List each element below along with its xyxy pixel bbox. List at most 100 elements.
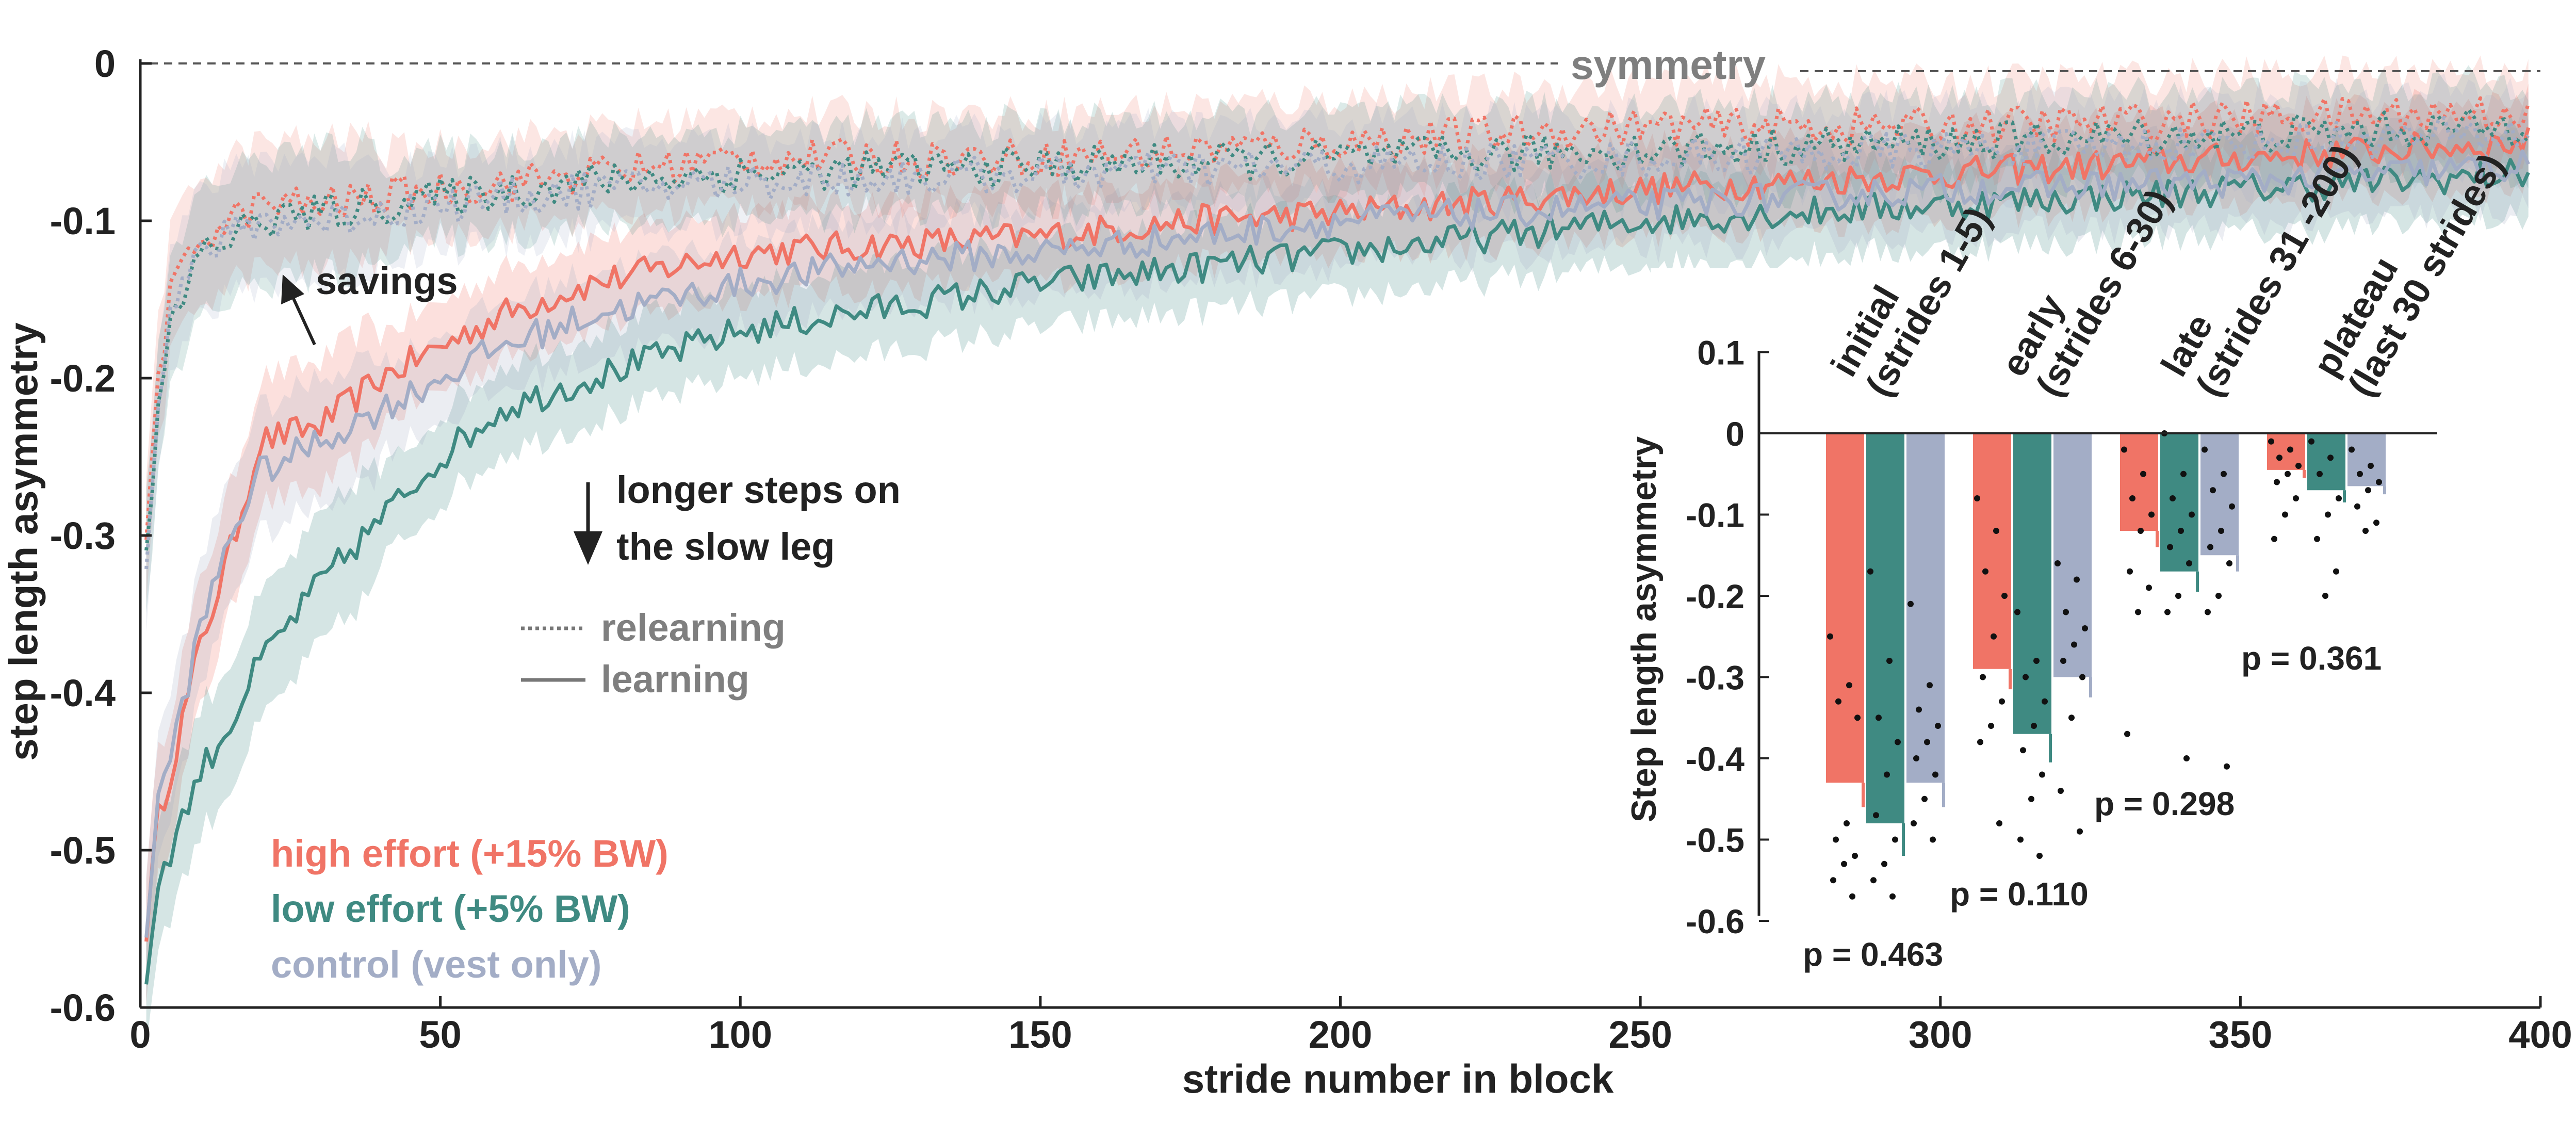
inset-subject-point bbox=[1974, 495, 1980, 501]
inset-subject-point bbox=[2354, 503, 2360, 510]
inset-subject-point bbox=[2376, 479, 2382, 485]
inset-subject-point bbox=[2271, 535, 2277, 542]
band-low-effort-5-bw-relearning bbox=[146, 65, 2529, 613]
inset-subject-point bbox=[1996, 820, 2002, 826]
main-x-tick-label: 50 bbox=[419, 1013, 461, 1056]
inset-subject-point bbox=[1999, 698, 2005, 705]
style-legend: relearning learning bbox=[521, 606, 786, 701]
inset-subject-point bbox=[2124, 730, 2130, 737]
band-high-effort-15-bw-relearning bbox=[146, 55, 2529, 603]
inset-subject-point bbox=[1913, 755, 1919, 761]
main-x-tick-label: 400 bbox=[2508, 1013, 2572, 1056]
inset-subject-point bbox=[1835, 698, 1841, 705]
inset-bar-low-effort-5-bw-2 bbox=[2160, 433, 2198, 572]
inset-subject-point bbox=[2287, 446, 2293, 453]
inset-subject-point bbox=[2146, 584, 2152, 591]
inset-subject-point bbox=[1827, 633, 1833, 640]
inset-bar-low-effort-5-bw-0 bbox=[1866, 433, 1904, 823]
inset-subject-point bbox=[1886, 658, 1893, 664]
inset-subject-point bbox=[2058, 788, 2064, 794]
inset-subject-point bbox=[2077, 828, 2083, 835]
inset-subject-point bbox=[2357, 470, 2363, 477]
inset-subject-point bbox=[2020, 747, 2026, 754]
inset-subject-point bbox=[1846, 682, 1852, 689]
inset-subject-point bbox=[2327, 454, 2334, 461]
inset-subject-point bbox=[2218, 528, 2224, 534]
band-low-effort-5-bw-learning bbox=[146, 116, 2529, 1048]
inset-subject-point bbox=[2055, 560, 2061, 566]
inset-subject-point bbox=[1867, 568, 1873, 575]
main-x-tick-label: 200 bbox=[1309, 1013, 1372, 1056]
inset-subject-point bbox=[1884, 771, 1890, 778]
inset-y-tick-label: -0.3 bbox=[1686, 659, 1744, 697]
main-y-tick-label: -0.1 bbox=[50, 200, 116, 242]
main-chart: 0 50 100 150 200 250 300 350 400 0 -0.1 -0.2 -0.3 -0… bbox=[1, 42, 2572, 1101]
inset-subject-point bbox=[2079, 674, 2085, 680]
inset-subject-point bbox=[2373, 519, 2379, 526]
inset-y-tick-label: -0.6 bbox=[1686, 902, 1744, 940]
savings-label: savings bbox=[316, 259, 458, 302]
inset-subject-point bbox=[2314, 535, 2320, 542]
inset-subject-point bbox=[1930, 836, 1936, 843]
longer-steps-line2: the slow leg bbox=[616, 525, 835, 568]
main-x-axis-label: stride number in block bbox=[1182, 1056, 1614, 1101]
main-y-tick-label: -0.3 bbox=[50, 514, 116, 557]
inset-subject-point bbox=[2178, 528, 2184, 534]
inset-subject-point bbox=[2129, 495, 2135, 501]
inset-subject-point bbox=[1982, 568, 1988, 575]
main-y-tick-label: -0.5 bbox=[50, 829, 116, 872]
inset-subject-point bbox=[1927, 682, 1933, 689]
inset-subject-point bbox=[2180, 470, 2187, 477]
line-control-vest-only-learning bbox=[144, 149, 2530, 938]
inset-subject-point bbox=[1935, 723, 1941, 729]
inset-bar-high-effort-15-bw-0 bbox=[1826, 433, 1864, 783]
line-low-effort-5-bw-learning bbox=[144, 158, 2530, 985]
pvalue-early: p = 0.110 bbox=[1950, 875, 2089, 913]
pvalue-late: p = 0.298 bbox=[2094, 785, 2235, 822]
inset-y-tick-label: 0 bbox=[1725, 415, 1744, 453]
pvalue-initial: p = 0.463 bbox=[1803, 936, 1943, 973]
legend-low-effort: low effort (+5% BW) bbox=[271, 887, 630, 930]
inset-subject-point bbox=[2362, 528, 2369, 534]
inset-subject-point bbox=[2336, 495, 2342, 501]
inset-subject-point bbox=[2325, 511, 2331, 518]
inset-bar-control-vest-only-0 bbox=[1906, 433, 1945, 783]
inset-subject-point bbox=[2293, 495, 2299, 501]
longer-steps-line1: longer steps on bbox=[616, 468, 901, 511]
longer-steps-arrow-head bbox=[574, 531, 602, 565]
inset-subject-point bbox=[2202, 446, 2208, 453]
inset-subject-point bbox=[2221, 470, 2227, 477]
inset-subject-point bbox=[2268, 438, 2274, 445]
inset-subject-point bbox=[1892, 836, 1898, 843]
inset-subject-point bbox=[2074, 576, 2080, 583]
line-control-vest-only-relearning bbox=[144, 116, 2530, 570]
main-y-tick-label: 0 bbox=[94, 42, 116, 85]
inset-bar-control-vest-only-3 bbox=[2347, 433, 2386, 486]
inset-subject-point bbox=[1907, 600, 1914, 607]
band-control-vest-only-relearning bbox=[146, 74, 2529, 632]
main-y-ticks: 0 -0.1 -0.2 -0.3 -0.4 -0.5 -0.6 bbox=[50, 42, 152, 1029]
legend-high-effort: high effort (+15% BW) bbox=[271, 832, 669, 875]
inset-subject-point bbox=[1889, 893, 1896, 900]
inset-subject-point bbox=[2071, 641, 2077, 648]
inset-subject-point bbox=[2224, 763, 2230, 770]
inset-subject-point bbox=[1881, 860, 1887, 867]
inset-subject-point bbox=[2295, 463, 2302, 469]
inset-subject-point bbox=[2207, 544, 2213, 550]
inset-subject-point bbox=[1991, 633, 1997, 640]
line-high-effort-15-bw-learning bbox=[144, 127, 2531, 942]
inset-subject-point bbox=[2148, 511, 2155, 518]
inset-subject-point bbox=[2023, 674, 2029, 680]
inset-subject-point bbox=[2167, 544, 2173, 550]
main-y-tick-label: -0.6 bbox=[50, 986, 116, 1029]
inset-bar-low-effort-5-bw-1 bbox=[2013, 433, 2051, 734]
inset-subject-point bbox=[2215, 593, 2222, 599]
inset-subject-point bbox=[1993, 528, 1999, 534]
savings-annotation: savings bbox=[281, 259, 458, 346]
band-control-vest-only-learning bbox=[146, 107, 2529, 1001]
inset-subject-point bbox=[2322, 593, 2328, 599]
inset-subject-point bbox=[2063, 609, 2069, 615]
inset-subject-point bbox=[2082, 625, 2088, 631]
inset-subject-point bbox=[2308, 438, 2314, 445]
